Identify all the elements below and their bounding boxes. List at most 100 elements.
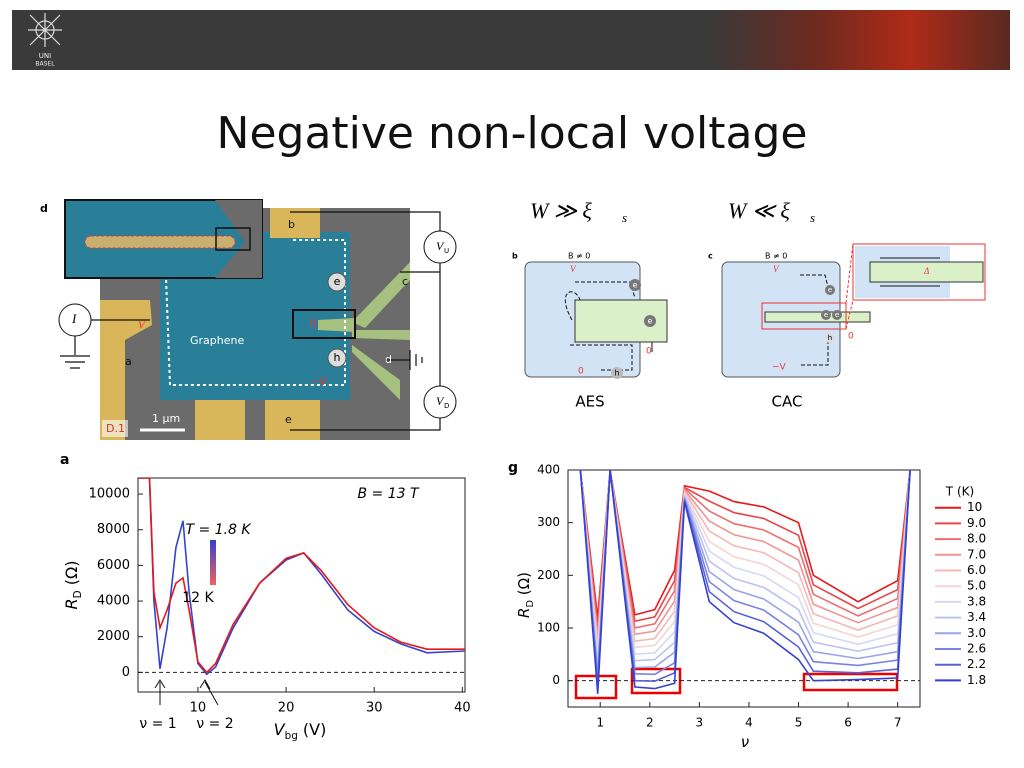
legend-label: 2.6 xyxy=(967,642,986,656)
schematic-cac: W ≪ ξ s c B ≠ 0 V −V 0 Δ e e e h CAC xyxy=(708,198,986,411)
temperature-arrow xyxy=(210,540,216,585)
voltmeter xyxy=(423,230,457,264)
y-tick-label: 300 xyxy=(537,515,560,529)
device-figure: d V U V D I V −V 0 e h Graphene a b c d … xyxy=(40,199,457,440)
axis-label-part: D xyxy=(72,590,84,598)
label: U xyxy=(444,247,449,255)
panel-label: g xyxy=(508,460,518,476)
legend-title: T (K) xyxy=(945,485,974,499)
y-tick-label: 400 xyxy=(537,463,560,477)
y-tick-label: 4000 xyxy=(97,594,130,609)
sample-tag xyxy=(102,420,128,437)
panel-label: a xyxy=(60,452,69,468)
axis-label-part: R xyxy=(515,608,533,618)
annotation: ν = 2 xyxy=(196,716,233,732)
y-tick-label: 2000 xyxy=(97,629,130,644)
legend-label: 9.0 xyxy=(967,516,986,530)
inset-gap xyxy=(215,200,262,278)
legend-label: 3.0 xyxy=(967,626,986,640)
label: 0 xyxy=(578,367,584,377)
y-tick-label: 10000 xyxy=(89,487,130,502)
x-tick-label: 30 xyxy=(366,701,383,716)
logo-text: UNI xyxy=(39,52,51,60)
axis-label-part: ν xyxy=(741,733,749,751)
carrier xyxy=(821,310,831,320)
label: e xyxy=(633,281,638,290)
y-tick-label: 0 xyxy=(122,665,130,680)
panel-label: b xyxy=(512,252,518,261)
label: h xyxy=(334,351,341,364)
axis-label-part: V xyxy=(274,720,286,739)
x-tick-label: 2 xyxy=(646,716,654,730)
edge-path xyxy=(164,239,346,386)
legend-label: 7.0 xyxy=(967,547,986,561)
zoom-contact xyxy=(869,261,984,283)
label: V xyxy=(773,264,780,274)
y-tick-label: 0 xyxy=(552,673,560,687)
annotation: T = 1.8 K xyxy=(185,522,252,538)
label: V xyxy=(138,320,146,332)
voltmeter xyxy=(423,385,457,419)
legend-label: 5.0 xyxy=(967,579,986,593)
label: D xyxy=(444,402,449,410)
label: e xyxy=(648,317,653,326)
caption: CAC xyxy=(772,393,803,411)
condition: s xyxy=(622,210,627,225)
carrier xyxy=(825,333,835,343)
label: c xyxy=(402,275,408,288)
lead xyxy=(265,400,320,440)
label: −V xyxy=(310,375,327,388)
edge-path xyxy=(880,257,940,287)
current-source xyxy=(58,303,92,337)
axis-label-part: D xyxy=(525,600,536,608)
zoom-box xyxy=(292,309,356,339)
carrier xyxy=(832,310,842,320)
axis-label-part: (V) xyxy=(298,720,327,739)
x-tick-label: 40 xyxy=(454,701,471,716)
axis-label: RD (Ω) xyxy=(62,561,85,610)
y-tick-label: 200 xyxy=(537,568,560,582)
lead xyxy=(195,400,245,440)
lead xyxy=(270,208,320,238)
label: e xyxy=(835,311,839,319)
label: e xyxy=(334,275,341,288)
contact xyxy=(764,311,871,323)
label: V xyxy=(570,264,577,274)
legend-label: 8.0 xyxy=(967,532,986,546)
carrier xyxy=(825,285,835,295)
axis-label: Vbg (V) xyxy=(274,720,327,743)
axis-label-part: bg xyxy=(285,730,298,742)
label: h xyxy=(828,334,832,342)
x-tick-label: 7 xyxy=(894,716,902,730)
legend-label: 3.4 xyxy=(967,610,986,624)
label: B ≠ 0 xyxy=(568,252,590,261)
legend-label: 3.8 xyxy=(967,594,986,608)
x-tick-label: 10 xyxy=(190,701,207,716)
legend-label: 2.2 xyxy=(967,657,986,671)
caption: AES xyxy=(575,393,604,411)
carrier xyxy=(611,367,623,379)
label: Graphene xyxy=(190,334,244,347)
label: 0 xyxy=(310,317,317,330)
y-tick-label: 6000 xyxy=(97,558,130,573)
y-tick-label: 100 xyxy=(537,621,560,635)
header-bar xyxy=(12,10,1010,70)
label: 0 xyxy=(848,332,854,342)
x-tick-label: 6 xyxy=(844,716,852,730)
panel-label: c xyxy=(708,252,713,261)
panel-label: d xyxy=(40,202,48,215)
x-tick-label: 3 xyxy=(696,716,704,730)
label: h xyxy=(614,369,619,378)
schematic-aes: W ≫ ξ s b B ≠ 0 V 0 0 e e h AES xyxy=(512,198,668,411)
carrier xyxy=(629,279,641,291)
annotation: 12 K xyxy=(182,590,214,606)
axis-label: RD (Ω) xyxy=(515,572,536,618)
condition: W ≪ ξ xyxy=(728,198,790,223)
label: e xyxy=(285,413,292,426)
legend-label: 1.8 xyxy=(967,673,986,687)
label: V xyxy=(436,394,445,408)
series-line xyxy=(138,478,465,676)
x-tick-label: 1 xyxy=(596,716,604,730)
logo-text: BASEL xyxy=(35,61,55,68)
annotation: B = 13 T xyxy=(357,486,420,502)
